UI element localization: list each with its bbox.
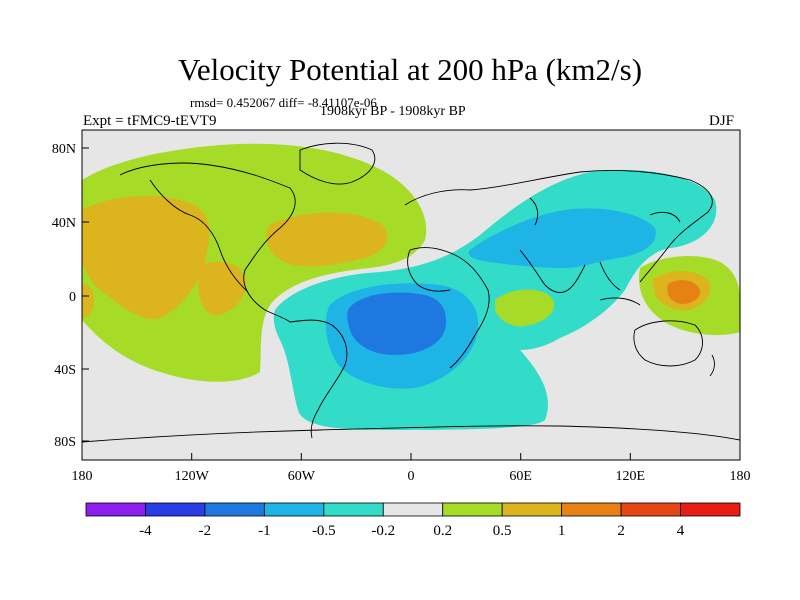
stats-label: rmsd= 0.452067 diff= -8.41107e-06 — [190, 95, 377, 110]
x-tick-label: 0 — [408, 469, 415, 484]
colorbar-label: 4 — [677, 523, 685, 539]
colorbar-swatch — [263, 502, 325, 517]
x-tick-label: 60E — [509, 469, 532, 484]
y-tick-label: 80S — [54, 435, 76, 450]
positive-core-pacific-west — [82, 284, 94, 318]
colorbar-swatch — [620, 502, 681, 517]
x-tick-label: 120E — [616, 469, 646, 484]
colorbar-label: -1 — [258, 523, 271, 539]
y-tick-marks — [82, 147, 89, 442]
colorbar-swatch — [85, 502, 146, 517]
y-tick-label: 80N — [52, 142, 76, 157]
colorbar-swatch — [561, 502, 622, 517]
y-tick-label: 40N — [52, 216, 76, 231]
colorbar-labels: -4 -2 -1 -0.5 -0.2 0.2 0.5 1 2 4 — [139, 523, 685, 539]
negative-core-asia — [468, 208, 656, 268]
colorbar-swatch — [501, 502, 563, 517]
colorbar-swatch — [382, 502, 444, 517]
colorbar-label: 0.2 — [433, 523, 452, 539]
coastlines — [82, 142, 740, 443]
colorbar-swatch — [442, 502, 503, 517]
colorbar-swatch — [145, 502, 206, 517]
positive-core-pacific — [82, 195, 210, 320]
positive-core-atlantic — [266, 212, 388, 267]
season-label: DJF — [709, 113, 735, 129]
positive-peak-west-pacific — [667, 280, 701, 304]
x-tick-marks — [81, 453, 741, 460]
experiment-label: Expt = tFMC9-tEVT9 — [83, 113, 217, 129]
map-fields — [82, 142, 740, 443]
x-tick-label: 60W — [288, 469, 316, 484]
y-tick-label: 40S — [54, 363, 76, 378]
colorbar-label: 0.5 — [493, 523, 512, 539]
negative-core-south-america — [347, 292, 446, 355]
negative-core-east-asia — [575, 224, 651, 253]
colorbar-swatch — [680, 502, 741, 517]
colorbar-label: -2 — [199, 523, 212, 539]
page-title: Velocity Potential at 200 hPa (km2/s) — [177, 52, 643, 87]
period-label: 1908kyr BP - 1908kyr BP — [320, 104, 466, 119]
colorbar-label: 2 — [617, 523, 625, 539]
x-tick-label: 180 — [72, 469, 93, 484]
colorbar-swatch — [204, 502, 265, 517]
colorbar-swatch — [323, 502, 384, 517]
y-tick-label: 0 — [69, 290, 76, 305]
x-tick-label: 120W — [175, 469, 210, 484]
x-tick-label: 180 — [730, 469, 751, 484]
colorbar — [85, 502, 741, 517]
colorbar-label: -4 — [139, 523, 152, 539]
positive-core-mexico — [198, 261, 246, 316]
positive-region-indian-ocean — [495, 289, 555, 327]
colorbar-label: -0.2 — [371, 523, 395, 539]
colorbar-label: -0.5 — [312, 523, 336, 539]
colorbar-label: 1 — [558, 523, 566, 539]
